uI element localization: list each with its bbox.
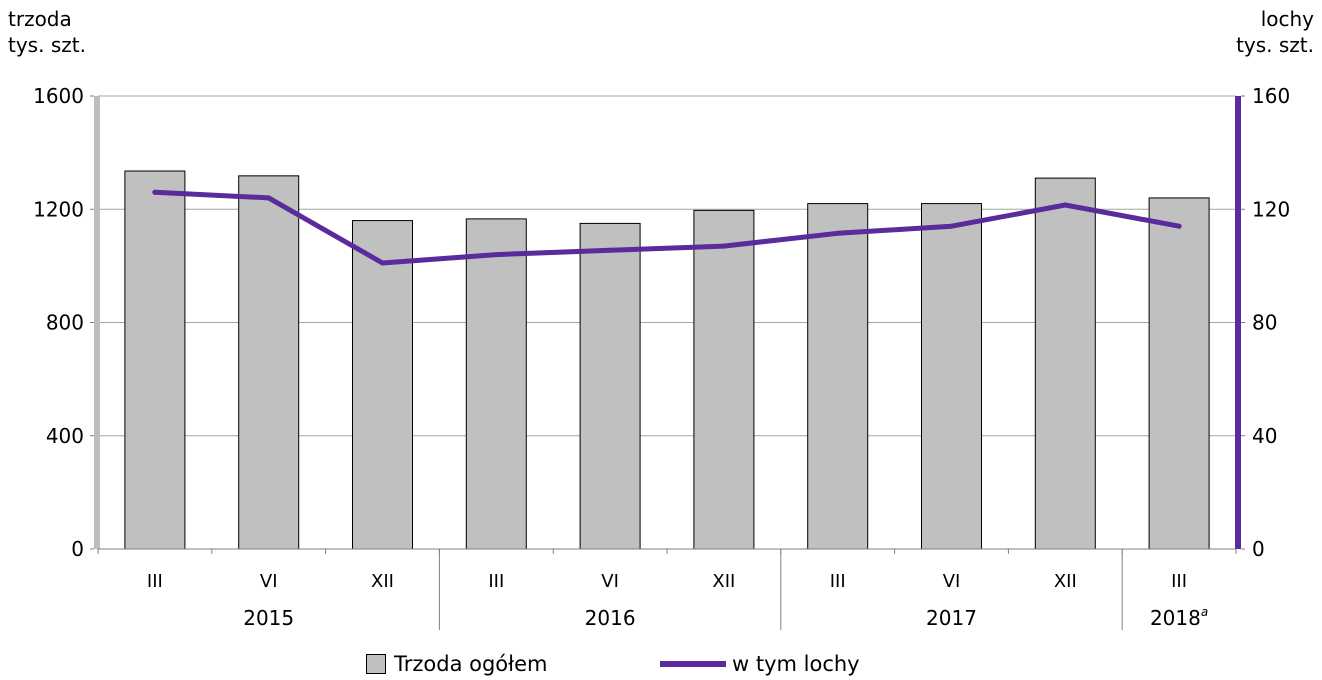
group-label-2018: 2018a xyxy=(1150,605,1208,630)
right-tick-label: 0 xyxy=(1252,537,1265,561)
category-label-6: XII xyxy=(712,571,735,592)
sows-line xyxy=(152,189,1182,266)
tick-labels: 0 400 800 1200 1600 0 40 80 120 160 III VI XII III VI X… xyxy=(33,84,1290,630)
left-tick-label: 1600 xyxy=(33,84,84,108)
bar-6 xyxy=(693,209,755,550)
bar-7 xyxy=(807,203,869,550)
bar-1 xyxy=(124,170,186,550)
sows-point-8 xyxy=(949,223,954,229)
right-axis-title: lochy tys. szt. xyxy=(1236,6,1314,58)
right-axis-unit: tys. szt. xyxy=(1236,33,1314,57)
sows-point-4 xyxy=(493,252,499,258)
bars xyxy=(124,170,1210,550)
bar-8 xyxy=(921,203,982,550)
bar-2 xyxy=(238,175,300,550)
bar-5 xyxy=(579,222,641,550)
legend-line-label: w tym lochy xyxy=(732,652,860,676)
category-label-9: XII xyxy=(1054,571,1077,592)
left-tick-label: 800 xyxy=(46,311,84,335)
legend-bar-swatch xyxy=(366,654,386,674)
legend-item-trzoda: Trzoda ogółem xyxy=(366,652,548,676)
sows-point-5 xyxy=(607,247,613,253)
category-label-3: XII xyxy=(371,571,394,592)
group-label-2017: 2017 xyxy=(926,606,977,630)
category-label-7: III xyxy=(830,571,846,592)
left-axis-label: trzoda xyxy=(8,7,72,31)
category-label-1: III xyxy=(147,571,163,592)
left-axis-unit: tys. szt. xyxy=(8,33,86,57)
left-tick-label: 0 xyxy=(71,537,84,561)
bar-4 xyxy=(465,218,527,550)
sows-point-2 xyxy=(266,195,272,201)
sows-point-6 xyxy=(721,243,727,249)
bar-9 xyxy=(1034,177,1096,550)
sows-point-1 xyxy=(152,189,158,195)
category-label-4: III xyxy=(488,571,504,592)
legend-bar-label: Trzoda ogółem xyxy=(394,652,548,676)
sows-point-3 xyxy=(380,260,385,266)
sows-point-10 xyxy=(1176,223,1182,229)
group-label-2016: 2016 xyxy=(585,606,636,630)
bar-10 xyxy=(1148,197,1210,550)
right-tick-label: 80 xyxy=(1252,311,1277,335)
right-tick-label: 40 xyxy=(1252,424,1277,448)
category-label-10: III xyxy=(1171,571,1187,592)
right-tick-label: 120 xyxy=(1252,197,1290,221)
category-label-5: VI xyxy=(601,571,619,592)
right-tick-label: 160 xyxy=(1252,84,1290,108)
left-tick-label: 400 xyxy=(46,424,84,448)
category-label-8: VI xyxy=(943,571,961,592)
bar-3 xyxy=(352,220,413,550)
right-axis-label: lochy xyxy=(1260,7,1314,31)
sows-point-9 xyxy=(1062,202,1068,208)
sows-line-path xyxy=(152,189,1182,266)
legend: Trzoda ogółem w tym lochy xyxy=(0,652,1322,680)
category-label-2: VI xyxy=(260,571,278,592)
group-label-2015: 2015 xyxy=(243,606,294,630)
legend-item-lochy: w tym lochy xyxy=(660,652,860,676)
combo-chart: 0 400 800 1200 1600 0 40 80 120 160 III VI XII III VI X… xyxy=(33,84,1290,630)
left-tick-label: 1200 xyxy=(33,197,84,221)
legend-line-swatch xyxy=(660,661,726,667)
group-label-footnote: a xyxy=(1201,605,1208,619)
left-axis-title: trzoda tys. szt. xyxy=(8,6,86,58)
axes xyxy=(90,95,1245,630)
sows-point-7 xyxy=(835,230,841,236)
